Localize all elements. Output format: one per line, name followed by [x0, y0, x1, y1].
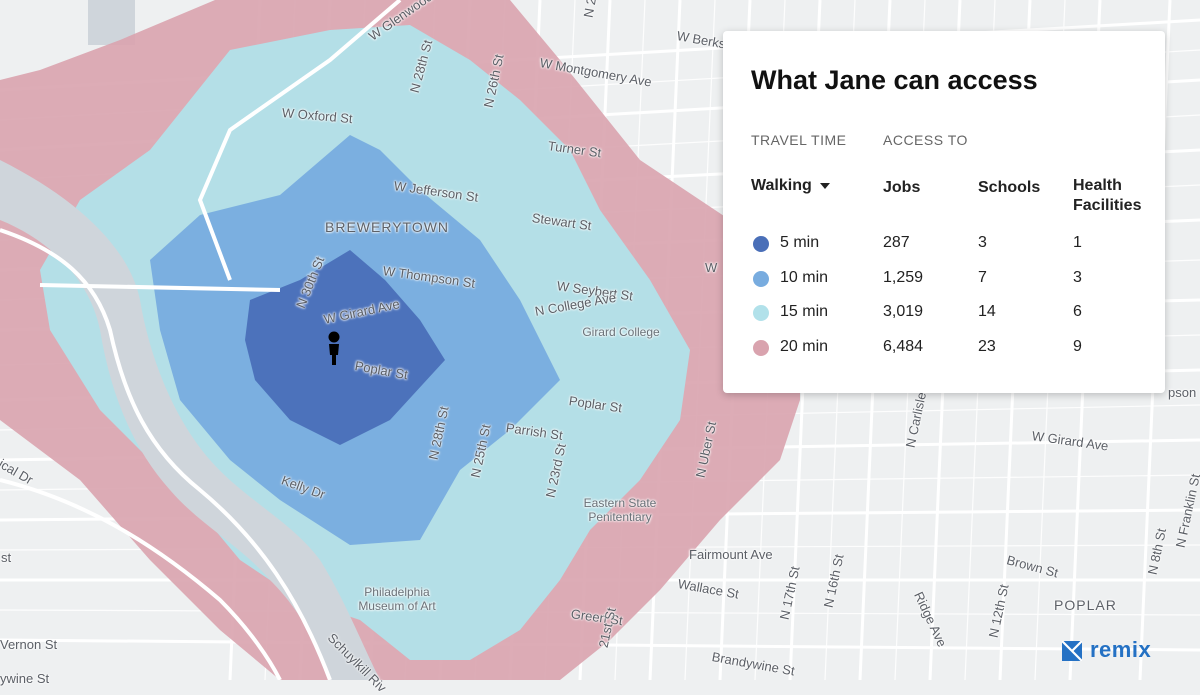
street-label: W: [705, 260, 718, 275]
travel-time-label: 5 min: [780, 234, 820, 251]
jobs-count: 1,259: [883, 269, 924, 286]
street-label: ywine St: [0, 671, 50, 686]
neighborhood-label: POPLAR: [1054, 597, 1117, 613]
top-gray-block: [88, 0, 135, 45]
schuylkill-river: [0, 160, 380, 680]
person-icon: [328, 331, 340, 365]
poi-label: Eastern State Penitentiary: [583, 496, 657, 524]
poi-label: Philadelphia Museum of Art: [358, 585, 436, 613]
street-label: pson St: [1168, 385, 1200, 400]
remix-logo-icon: [1062, 641, 1082, 661]
travel-mode-dropdown[interactable]: Walking: [751, 177, 830, 195]
access-to-header: ACCESS TO: [883, 132, 968, 148]
jobs-count: 3,019: [883, 303, 924, 320]
legend-swatch: [753, 271, 769, 287]
access-row: 15 min 3,019 14 6: [723, 302, 1165, 326]
travel-time-label: 20 min: [780, 338, 829, 355]
column-health-facilities: Health Facilities: [1073, 177, 1142, 214]
health-facilities-count: 6: [1073, 303, 1082, 320]
street-label: st: [1, 550, 12, 565]
access-row: 20 min 6,484 23 9: [723, 337, 1165, 361]
travel-time-header: TRAVEL TIME: [751, 132, 847, 148]
poi-label: Girard College: [582, 325, 660, 339]
travel-mode-label: Walking: [751, 177, 812, 194]
column-jobs: Jobs: [883, 179, 921, 196]
jobs-count: 287: [883, 234, 910, 251]
health-facilities-count: 9: [1073, 338, 1082, 355]
legend-swatch: [753, 305, 769, 321]
legend-swatch: [753, 340, 769, 356]
chevron-down-icon: [819, 182, 830, 189]
travel-time-label: 10 min: [780, 269, 829, 286]
travel-time-label: 15 min: [780, 303, 829, 320]
schools-count: 3: [978, 234, 987, 251]
jobs-count: 6,484: [883, 338, 924, 355]
remix-logo-text: remix: [1090, 637, 1152, 662]
access-row: 5 min 287 3 1: [723, 233, 1165, 257]
access-panel: What Jane can access TRAVEL TIME ACCESS …: [723, 31, 1165, 393]
panel-title: What Jane can access: [751, 65, 1038, 95]
health-facilities-count: 1: [1073, 234, 1082, 251]
legend-swatch: [753, 236, 769, 252]
schools-count: 23: [978, 338, 996, 355]
street-label: Vernon St: [0, 637, 58, 652]
health-facilities-count: 3: [1073, 269, 1082, 286]
street-label: Fairmount Ave: [689, 547, 773, 562]
neighborhood-label: BREWERYTOWN: [325, 219, 450, 235]
schools-count: 7: [978, 269, 987, 286]
column-schools: Schools: [978, 179, 1041, 196]
schools-count: 14: [978, 303, 996, 320]
access-row: 10 min 1,259 7 3: [723, 268, 1165, 292]
isochrone-5-min: [245, 250, 445, 445]
